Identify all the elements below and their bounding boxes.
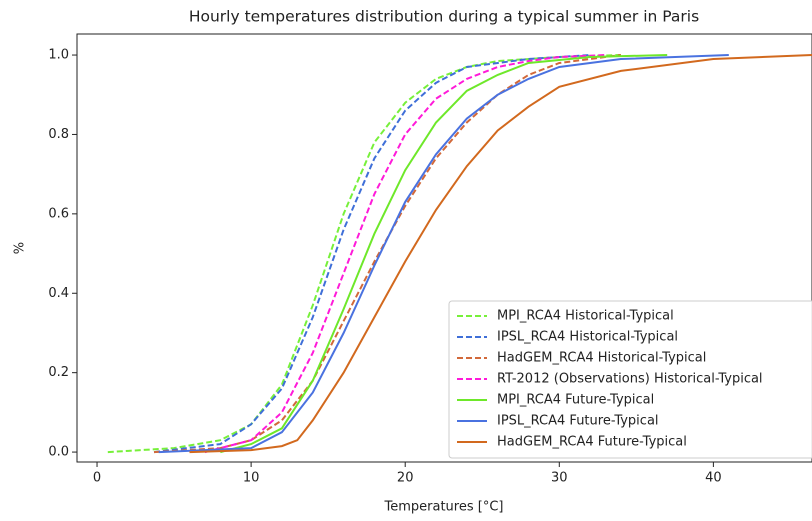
chart-title: Hourly temperatures distribution during …	[189, 8, 699, 26]
legend-label: HadGEM_RCA4 Historical-Typical	[497, 351, 706, 366]
x-tick-label: 40	[705, 471, 722, 486]
y-axis-label: %	[13, 242, 28, 254]
x-tick-label: 10	[243, 471, 260, 486]
plot-lines	[107, 54, 812, 454]
legend-box	[448, 300, 812, 459]
y-tick-label: 1.0	[48, 48, 69, 63]
legend-label: MPI_RCA4 Future-Typical	[497, 393, 654, 408]
series-line	[153, 54, 591, 454]
y-tick-label: 0.0	[48, 445, 69, 460]
x-tick-label: 0	[93, 471, 101, 486]
y-tick-label: 0.8	[48, 127, 69, 142]
y-tick-label: 0.2	[48, 365, 69, 380]
plot-frame	[76, 33, 812, 463]
series-line	[189, 54, 812, 454]
x-axis-label: Temperatures [°C]	[384, 500, 504, 515]
series-line	[158, 54, 729, 454]
y-tick-label: 0.6	[48, 206, 69, 221]
series-line	[204, 54, 606, 454]
series-line	[107, 54, 621, 454]
y-tick-label: 0.4	[48, 286, 69, 301]
legend-label: IPSL_RCA4 Historical-Typical	[497, 330, 678, 345]
x-tick-label: 30	[551, 471, 568, 486]
legend-label: IPSL_RCA4 Future-Typical	[497, 414, 659, 429]
x-tick-label: 20	[397, 471, 414, 486]
series-line	[220, 54, 668, 454]
legend-label: MPI_RCA4 Historical-Typical	[497, 309, 674, 324]
legend-label: HadGEM_RCA4 Future-Typical	[497, 435, 687, 450]
legend-label: RT-2012 (Observations) Historical-Typica…	[497, 372, 763, 387]
